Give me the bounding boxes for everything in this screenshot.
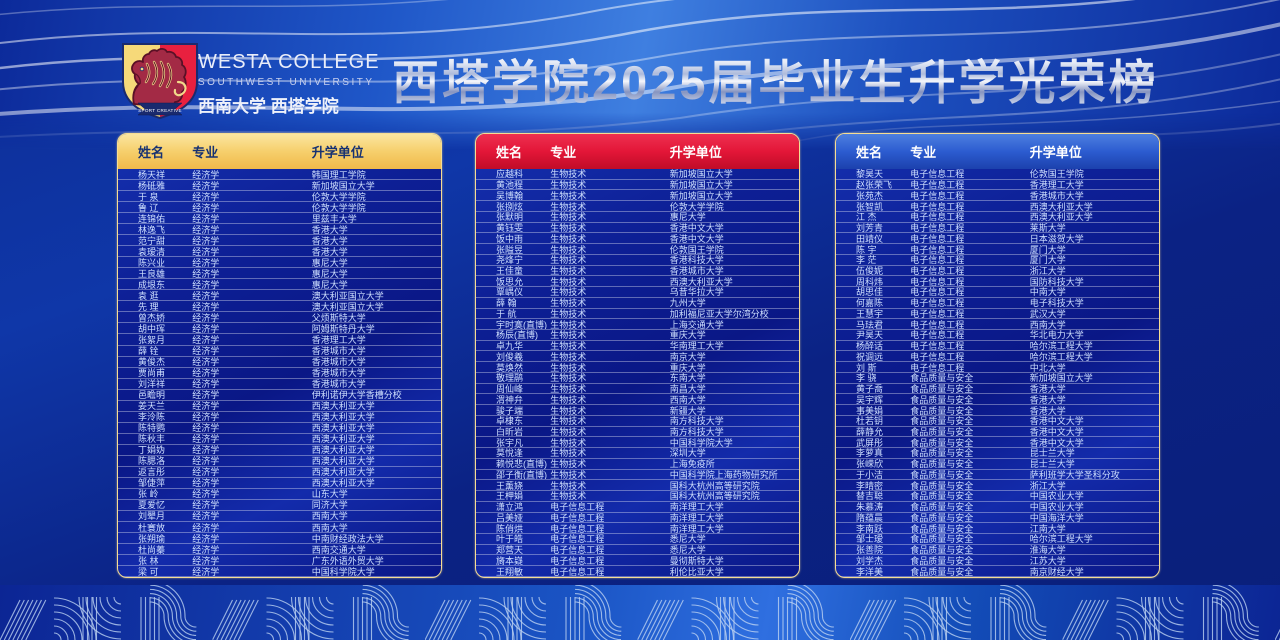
svg-text:SPORT CREATIVE: SPORT CREATIVE xyxy=(138,108,182,113)
